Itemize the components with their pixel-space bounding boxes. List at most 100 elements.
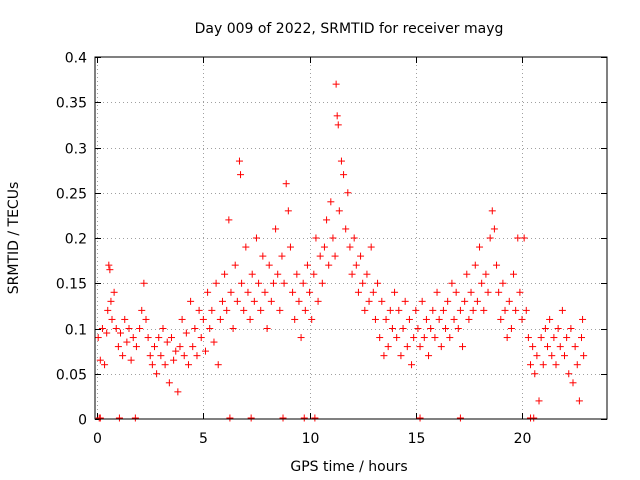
data-point [320,243,328,251]
data-point [414,325,422,332]
data-point [565,370,573,378]
data-point [342,225,350,233]
data-point [208,306,216,314]
data-point [233,297,241,305]
data-point [240,306,248,314]
y-tick-label: 0.05 [56,368,87,384]
data-point [267,297,275,305]
data-point [187,297,195,305]
data-point [408,361,416,369]
data-point [442,325,450,332]
data-point [461,297,469,305]
data-point [386,306,394,314]
data-point [503,334,511,342]
data-point [376,334,384,342]
data-point [174,388,182,396]
data-point-zero [226,414,234,422]
data-point-zero [300,414,308,422]
data-point [482,270,490,278]
data-point [527,361,535,369]
data-point [238,279,246,287]
data-point [323,216,331,224]
data-point [301,306,309,314]
data-point [501,306,509,314]
data-point [425,352,433,360]
data-point [550,334,558,342]
data-point [437,343,445,351]
data-point [107,297,115,305]
data-point [163,338,171,346]
data-point [161,361,169,369]
data-point [242,243,250,251]
data-point [191,325,199,332]
data-point [180,352,188,360]
data-point [104,306,112,314]
data-point [548,352,556,360]
y-tick-label: 0.4 [65,51,87,67]
data-point [299,279,307,287]
data-point [558,306,566,314]
data-point-zero [96,414,104,422]
data-point [274,270,282,278]
data-point [127,356,135,364]
data-point [289,288,297,296]
data-point [522,306,530,314]
data-point [490,225,498,233]
data-point [178,315,186,323]
data-point [552,361,560,369]
data-point [493,261,501,269]
data-point [497,315,505,323]
data-point [382,315,390,323]
data-point [297,334,305,342]
data-point [136,325,144,332]
data-point [569,379,577,387]
data-point [433,288,441,296]
data-point [465,315,473,323]
y-tick-label: 0.3 [65,142,87,158]
data-point [478,279,486,287]
data-point [170,356,178,364]
data-point [150,343,158,351]
data-point [278,252,286,260]
data-point [146,352,154,360]
data-point [374,279,382,287]
data-point [237,171,245,179]
data-point [204,288,212,296]
data-point [529,343,537,351]
data-point [367,243,375,251]
data-point [499,279,507,287]
data-point [512,306,520,314]
data-point [125,325,133,332]
data-point [420,334,428,342]
data-point [103,329,111,337]
data-point [295,297,303,305]
data-point [159,325,167,332]
x-tick-label: 10 [302,431,320,447]
data-point [142,315,150,323]
x-tick-label: 20 [514,431,532,447]
data-point [225,216,233,224]
data-point [334,121,342,129]
data-point [516,288,524,296]
data-point [579,315,587,323]
data-point [148,361,156,369]
data-point [291,315,299,323]
data-point-zero [115,414,123,422]
data-point [575,397,583,405]
data-point [573,361,581,369]
data-point [340,171,348,179]
data-point [327,198,335,206]
data-point [195,306,203,314]
data-point [210,338,218,346]
data-points [94,80,588,422]
data-point [303,261,311,269]
data-point [214,361,222,369]
data-point [371,315,379,323]
axis-ticks: 0 0.05 0.1 0.15 0.2 0.25 0.3 0.35 0.4 0 5 10 15 20 [56,51,607,447]
data-point [348,270,356,278]
data-point [554,325,562,332]
data-point [280,279,288,287]
data-point [422,315,430,323]
data-point [252,234,260,242]
data-point [539,361,547,369]
